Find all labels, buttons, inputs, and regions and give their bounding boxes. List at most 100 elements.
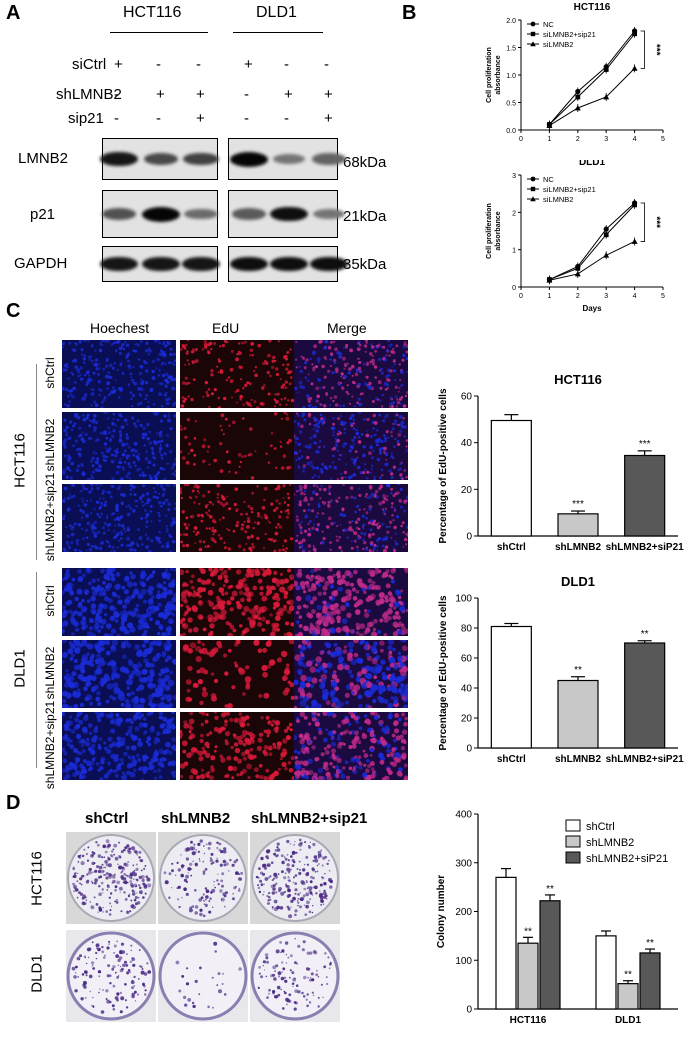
bar: [490, 625, 532, 749]
colony-plate-photo: [158, 832, 248, 924]
micro-image-tile: [180, 712, 294, 780]
micro-image-tile: [62, 484, 176, 552]
micro-image-tile: [294, 340, 408, 408]
colony-dish: [67, 834, 155, 922]
wb-size-label: 21kDa: [343, 208, 387, 225]
significance-bracket: [640, 202, 646, 242]
y-tick-label: 0.5: [506, 101, 516, 108]
colony-column-header: shLMNB2: [161, 810, 231, 827]
y-axis-label: Colony number: [436, 875, 447, 948]
colony-dish: [251, 834, 339, 922]
bar: [495, 876, 517, 1010]
proliferation-chart-dld1: DLD1 0 1 2 3 0 1 2 3 4 5 Cell proliferation absorban…: [486, 160, 665, 313]
colony-dish: [158, 931, 248, 1021]
y-tick-label: 60: [461, 654, 473, 665]
wb-header-line-dld1: [233, 32, 323, 33]
wb-band: [142, 256, 180, 272]
significance-mark: **: [646, 938, 654, 949]
wb-sign: +: [156, 86, 165, 103]
colony-row-label-dld1: DLD1: [28, 954, 46, 993]
legend-marker: [530, 196, 536, 202]
legend-label: siLMNB2: [543, 40, 573, 49]
y-tick-label: 40: [461, 684, 473, 695]
legend-swatch: [565, 819, 581, 832]
micro-image-tile: [180, 568, 294, 636]
x-tick-label: 4: [633, 293, 637, 300]
y-tick-label: 3: [512, 173, 516, 180]
series-line: [549, 204, 635, 280]
panel-label-c: C: [6, 300, 21, 322]
wb-band: [143, 152, 179, 166]
data-point: [575, 265, 581, 271]
colony-plate-photo: [158, 930, 248, 1022]
colony-plate-photo: [66, 832, 156, 924]
series-line: [549, 241, 635, 281]
wb-band: [100, 151, 138, 167]
micro-image-tile: [294, 412, 408, 480]
bar: [595, 935, 617, 1010]
wb-band: [270, 206, 308, 222]
y-tick-label: 60: [461, 392, 473, 403]
micro-group-label-hct116: HCT116: [11, 433, 29, 488]
micro-image-cells: [62, 568, 176, 636]
x-tick-label: DLD1: [615, 1015, 642, 1026]
colony-plate-photo: [66, 930, 156, 1022]
significance-mark: **: [624, 970, 632, 981]
y-axis-label: Percentage of EdU-positive cells: [438, 388, 449, 543]
micro-group-bracket-dld1: [36, 572, 37, 768]
data-point: [631, 65, 638, 71]
wb-band: [270, 256, 308, 272]
wb-sign: +: [244, 56, 253, 73]
proliferation-chart-hct116: HCT116 0.0 0.5 1.0 1.5 2.0 0 1 2 3 4 5 Cell prolifer…: [486, 2, 665, 143]
series-line: [549, 33, 635, 125]
x-tick-label: 3: [604, 293, 608, 300]
y-tick-label: 300: [455, 858, 472, 869]
y-axis-label-line: absorbance: [495, 211, 502, 250]
data-point: [632, 31, 637, 37]
x-tick-label: 2: [576, 293, 580, 300]
wb-band: [183, 152, 219, 166]
wb-sign: +: [324, 110, 333, 127]
y-tick-label: 0.0: [506, 128, 516, 135]
micro-image-cells: [62, 640, 176, 708]
x-tick-label: shCtrl: [497, 754, 526, 765]
wb-blot-box: [100, 246, 220, 282]
wb-band: [142, 206, 180, 222]
wb-sign: +: [324, 86, 333, 103]
micro-image-tile: [180, 340, 294, 408]
data-point: [575, 94, 581, 100]
colony-dish: [159, 834, 247, 922]
wb-band: [101, 208, 137, 220]
data-point: [632, 202, 637, 208]
colony-row-label-hct116: HCT116: [28, 851, 46, 906]
wb-protein-label: p21: [30, 206, 56, 223]
wb-sign: +: [114, 56, 123, 73]
y-tick-label: 0: [466, 532, 472, 543]
bar: [624, 454, 666, 537]
micro-column-header-edu: EdU: [212, 320, 240, 336]
wb-band: [310, 256, 348, 272]
micro-image-tile: [294, 712, 408, 780]
legend-label: siLMNB2+sip21: [543, 30, 596, 39]
y-tick-label: 400: [455, 810, 472, 821]
micro-image-tile: [180, 484, 294, 552]
data-point: [574, 105, 581, 111]
micro-image-tile: [62, 712, 176, 780]
y-tick-label: 80: [461, 624, 473, 635]
x-tick-label: HCT116: [510, 1015, 547, 1026]
wb-band: [312, 208, 346, 220]
series-line: [549, 202, 635, 280]
chart-title: HCT116: [554, 372, 602, 387]
wb-header-line-hct116: [110, 32, 208, 33]
wb-row-label-shlmnb2: shLMNB2: [56, 86, 122, 103]
legend-marker: [530, 31, 536, 37]
bar: [557, 513, 599, 537]
wb-sign: +: [196, 110, 205, 127]
micro-image-tile: [180, 640, 294, 708]
panel-label-b: B: [402, 2, 417, 24]
bar: [557, 679, 599, 749]
x-axis-label: Days: [582, 304, 602, 313]
wb-band: [184, 208, 218, 220]
wb-row-label-sip21: sip21: [68, 110, 104, 127]
significance-mark: ***: [572, 499, 584, 510]
